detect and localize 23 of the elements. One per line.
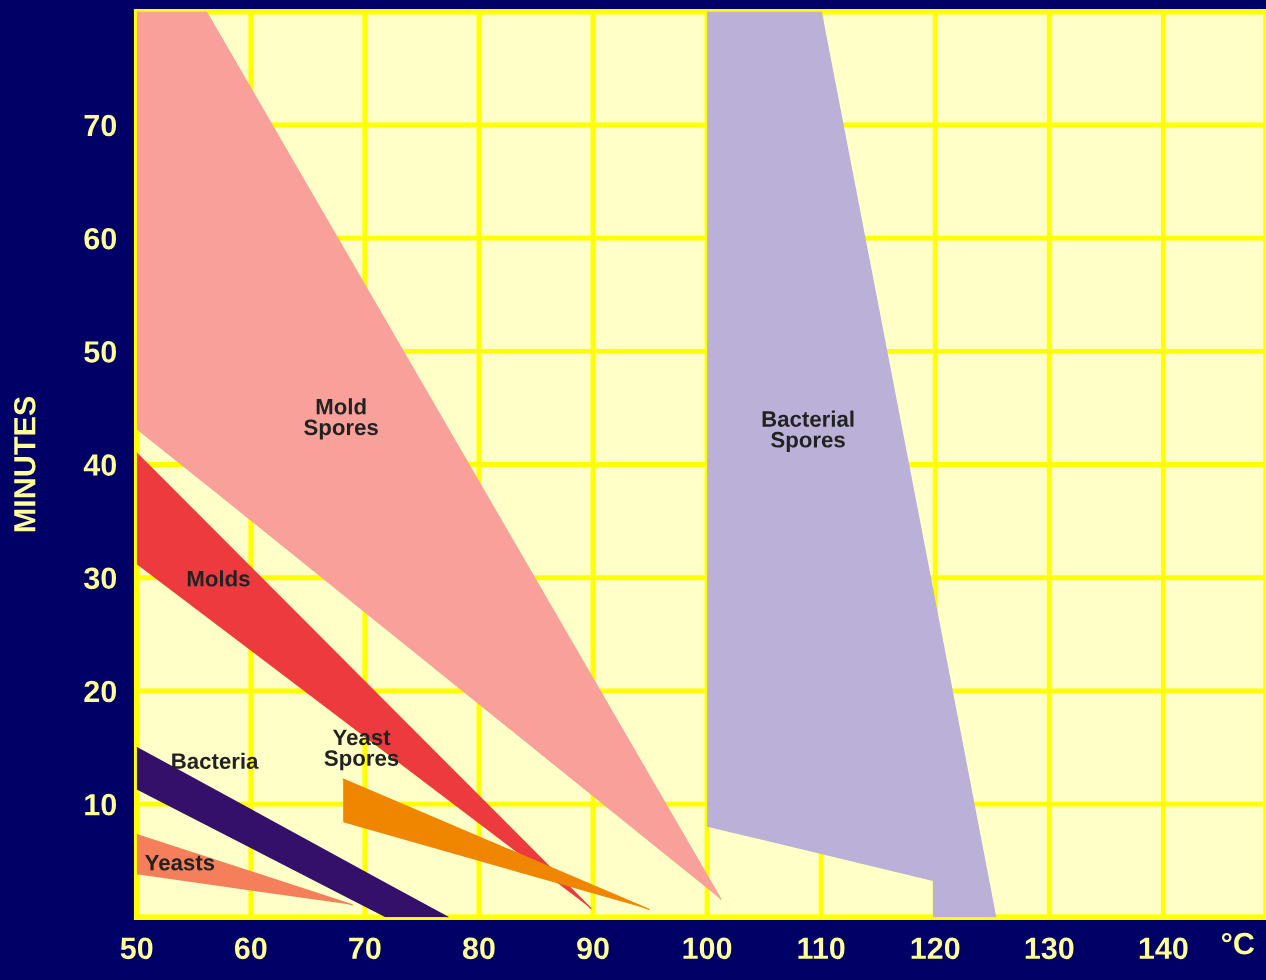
series-label: Yeasts <box>145 854 215 871</box>
x-tick-label: 110 <box>798 937 845 960</box>
y-tick-label: 70 <box>84 114 117 137</box>
x-tick-label: 50 <box>120 937 153 960</box>
x-tick-label: 100 <box>683 937 732 960</box>
y-tick-label: 60 <box>84 227 117 250</box>
y-tick-label: 20 <box>84 680 117 703</box>
series-label: Bacterial Spores <box>762 410 854 452</box>
y-axis-title: MINUTES <box>13 396 36 532</box>
y-tick-label: 10 <box>85 793 117 816</box>
x-tick-label: 120 <box>911 937 960 960</box>
y-tick-label: 40 <box>83 454 117 476</box>
x-tick-label: 80 <box>462 937 495 960</box>
x-tick-label: 140 <box>1139 937 1188 960</box>
series-label: Molds <box>187 570 250 587</box>
y-tick-label: 30 <box>84 567 117 590</box>
x-tick-label: 90 <box>577 937 609 960</box>
x-tick-label: 60 <box>234 937 267 960</box>
y-tick-label: 50 <box>84 341 117 363</box>
x-axis-title: °C <box>1221 932 1255 955</box>
text: Mold Spores <box>304 398 378 440</box>
x-tick-label: 130 <box>1025 937 1074 960</box>
x-tick-label: 70 <box>349 937 381 960</box>
